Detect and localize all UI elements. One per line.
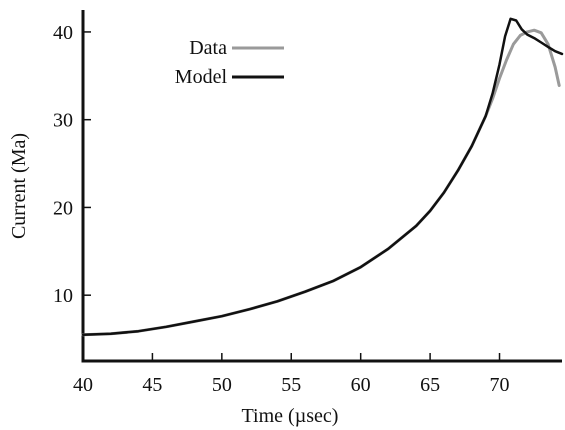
legend: Data Model (175, 37, 284, 88)
x-tick-label: 55 (281, 374, 301, 396)
y-tick-label: 20 (53, 197, 73, 219)
axes (81, 10, 562, 363)
y-tick-label: 10 (53, 285, 73, 307)
x-tick-label: 40 (73, 374, 93, 396)
x-axis-title: Time (µsec) (242, 405, 339, 427)
x-tick-label: 70 (490, 374, 510, 396)
y-axis-title: Current (Ma) (8, 133, 30, 239)
y-tick-label: 40 (53, 22, 73, 44)
legend-label-data: Data (189, 37, 227, 59)
legend-label-model: Model (175, 66, 228, 88)
series-line-data (81, 28, 561, 337)
series-layer (81, 17, 564, 337)
series-line-model (81, 17, 564, 336)
x-tick-label: 50 (212, 374, 232, 396)
x-tick-label: 45 (142, 374, 162, 396)
x-tick-label: 65 (420, 374, 440, 396)
x-tick-label: 60 (351, 374, 371, 396)
y-tick-label: 30 (53, 110, 73, 132)
ticks: 40 45 50 55 60 65 70 10 20 30 40 (53, 22, 510, 396)
